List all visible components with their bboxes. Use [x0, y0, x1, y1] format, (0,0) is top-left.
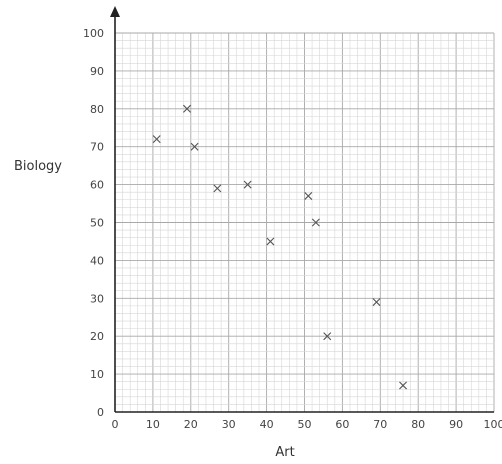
cross-stroke [190, 142, 199, 151]
cross-stroke [372, 298, 381, 307]
data-point [304, 191, 313, 200]
x-tick-label: 100 [484, 418, 502, 431]
data-point [323, 332, 332, 341]
y-tick-label: 30 [90, 292, 104, 305]
x-tick-label: 50 [298, 418, 312, 431]
cross-stroke [213, 184, 222, 193]
cross-stroke [399, 381, 408, 390]
cross-stroke [183, 104, 191, 113]
x-axis-title: Art [275, 445, 294, 460]
data-points [152, 104, 408, 390]
x-tick-label: 80 [411, 418, 425, 431]
y-tick-label: 70 [90, 141, 104, 154]
data-point [311, 218, 320, 227]
cross-stroke [323, 332, 332, 341]
x-tick-label: 90 [449, 418, 463, 431]
y-tick-label: 80 [90, 103, 104, 116]
x-tick-label: 30 [222, 418, 236, 431]
x-tick-label: 20 [184, 418, 198, 431]
x-tick-label: 10 [146, 418, 160, 431]
y-tick-labels: 0 10 20 30 40 50 60 70 80 90 100 [83, 27, 104, 419]
y-tick-label: 10 [90, 368, 104, 381]
cross-stroke [304, 191, 313, 200]
y-axis-arrow-icon [110, 6, 120, 17]
x-tick-labels: 0 10 20 30 40 50 60 70 80 90 100 [112, 418, 502, 431]
cross-stroke [311, 218, 320, 227]
data-point [190, 142, 199, 151]
y-axis-title: Biology [14, 159, 62, 174]
data-point [213, 184, 222, 193]
data-point [243, 180, 252, 189]
grid [114, 32, 495, 413]
y-tick-label: 50 [90, 217, 104, 230]
data-point [152, 135, 161, 144]
x-tick-label: 60 [335, 418, 349, 431]
y-tick-label: 40 [90, 254, 104, 267]
x-tick-label: 70 [373, 418, 387, 431]
y-tick-label: 100 [83, 27, 104, 40]
axes [110, 6, 494, 413]
data-point [372, 298, 381, 307]
data-point [266, 237, 275, 246]
y-tick-label: 0 [97, 406, 104, 419]
data-point [183, 104, 191, 113]
y-tick-label: 60 [90, 179, 104, 192]
cross-stroke [266, 237, 275, 246]
cross-stroke [243, 180, 252, 189]
cross-stroke [152, 135, 161, 144]
y-tick-label: 90 [90, 65, 104, 78]
x-tick-label: 0 [112, 418, 119, 431]
x-tick-label: 40 [260, 418, 274, 431]
data-point [399, 381, 408, 390]
y-tick-label: 20 [90, 330, 104, 343]
